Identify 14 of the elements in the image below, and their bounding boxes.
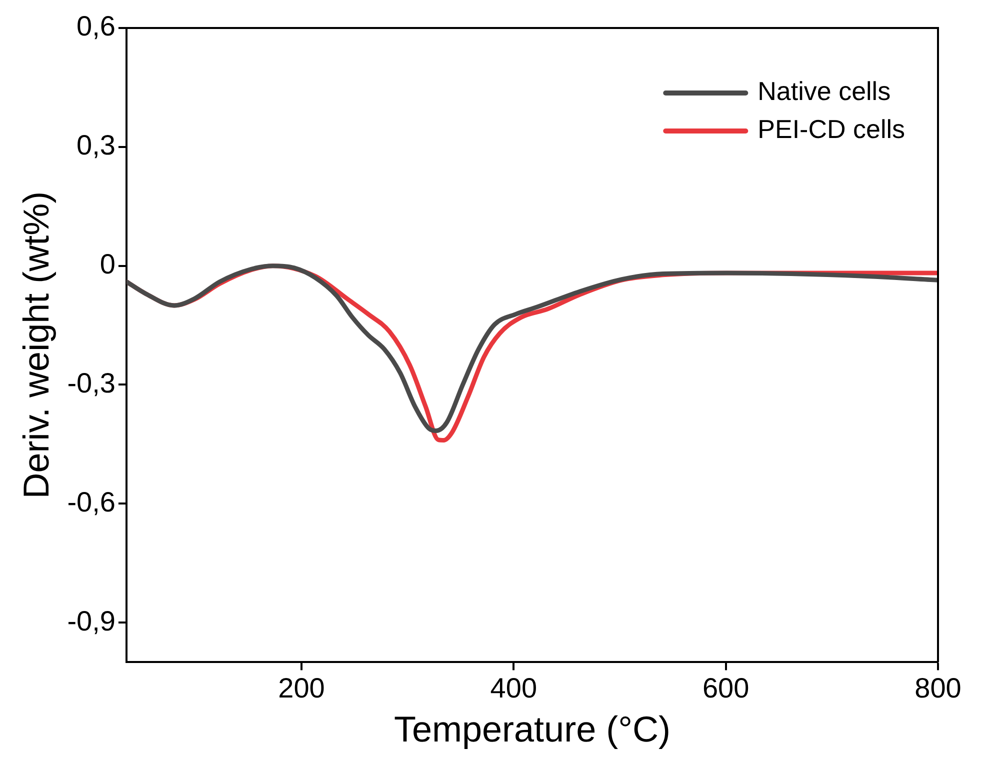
x-tick-label: 600 <box>702 672 750 704</box>
x-tick-label: 200 <box>278 672 325 704</box>
y-tick-label: -0,9 <box>67 605 116 636</box>
x-axis-title: Temperature (°C) <box>394 708 670 750</box>
x-tick-label: 800 <box>914 672 962 704</box>
y-tick-label: 0 <box>100 248 116 280</box>
legend-label: Native cells <box>758 76 891 106</box>
y-tick-label: -0,6 <box>67 486 116 518</box>
y-tick-label: 0,3 <box>76 130 116 161</box>
y-tick-label: -0,3 <box>67 367 116 398</box>
y-axis-title: Deriv. weight (wt%) <box>16 191 57 499</box>
legend-label: PEI-CD cells <box>758 114 906 144</box>
y-tick-label: 0,6 <box>76 10 116 42</box>
x-tick-label: 400 <box>490 672 538 704</box>
